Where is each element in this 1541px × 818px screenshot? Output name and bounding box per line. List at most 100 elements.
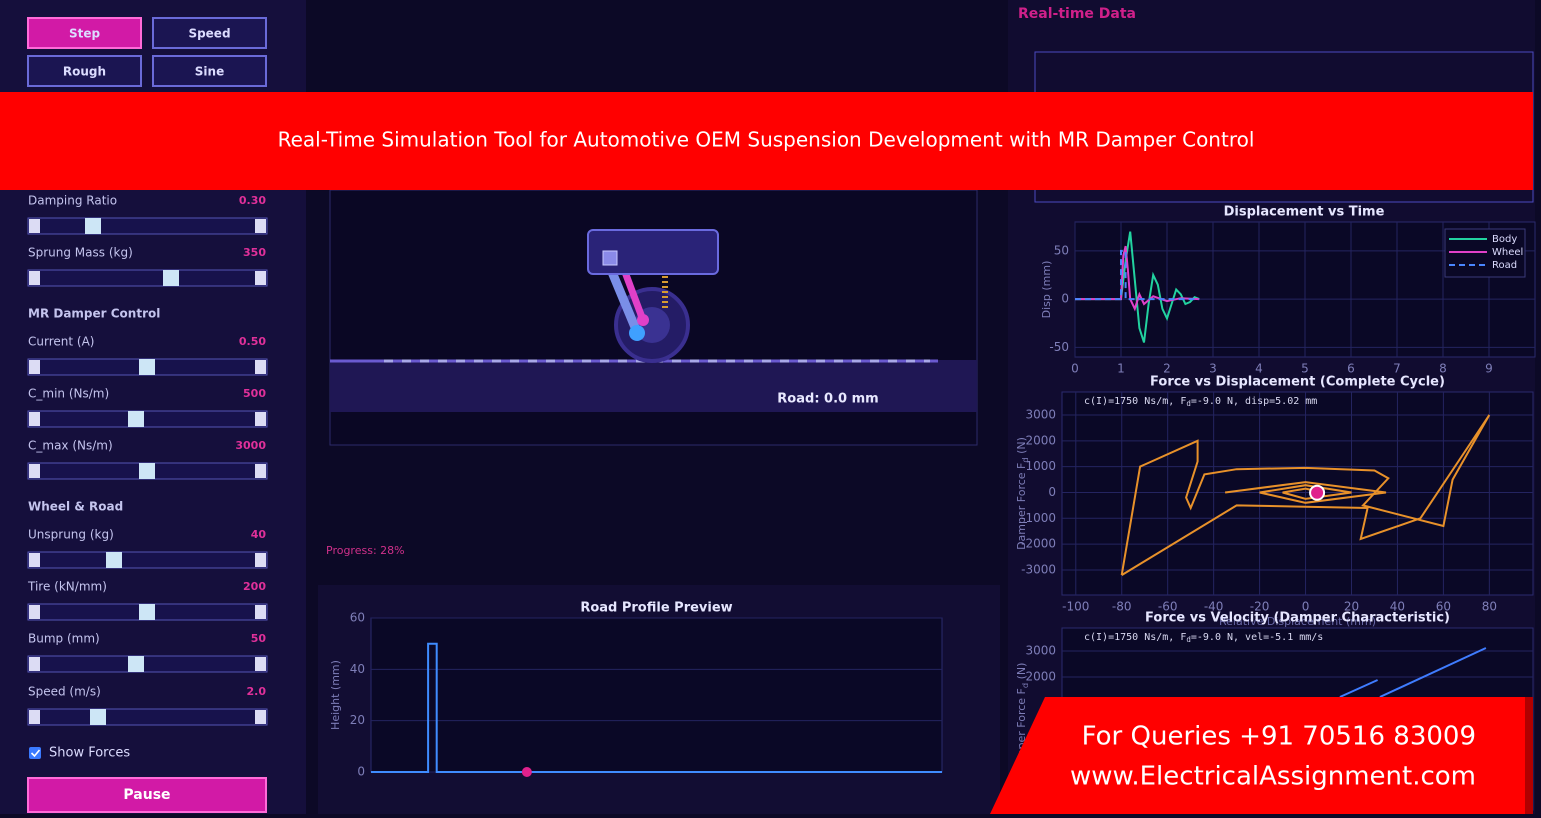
y-axis-label: Damper Force Fd (N) — [1015, 437, 1030, 550]
slider-thumb[interactable] — [85, 218, 101, 234]
slider-arrow[interactable] — [255, 271, 266, 285]
x-tick-label: 0 — [1302, 600, 1310, 614]
slider-thumb[interactable] — [139, 359, 155, 375]
slider-arrow[interactable] — [29, 360, 40, 374]
subscript: d — [1020, 457, 1030, 462]
legend-label: Body — [1492, 234, 1517, 245]
slider-thumb[interactable] — [139, 604, 155, 620]
slider-arrow[interactable] — [29, 271, 40, 285]
mode-button-label: Step — [69, 27, 101, 41]
slider-arrow[interactable] — [255, 710, 266, 724]
slider-track[interactable] — [27, 410, 268, 428]
pause-button[interactable] — [27, 777, 267, 813]
slider-arrow[interactable] — [29, 412, 40, 426]
current-point — [521, 767, 532, 777]
slider-arrow[interactable] — [29, 657, 40, 671]
slider-arrow[interactable] — [255, 605, 266, 619]
slider-label: Tire (kN/mm) — [27, 580, 107, 594]
checkbox[interactable] — [29, 747, 41, 759]
contact-edge — [1525, 697, 1533, 814]
slider-thumb[interactable] — [128, 656, 144, 672]
y-tick-label: 2000 — [1025, 433, 1056, 447]
slider-thumb[interactable] — [128, 411, 144, 427]
slider-track[interactable] — [27, 655, 268, 673]
y-tick-label: 3000 — [1025, 407, 1056, 421]
joint — [629, 325, 645, 341]
slider-arrow[interactable] — [29, 605, 40, 619]
slider-label: Bump (mm) — [28, 632, 100, 646]
mode-button[interactable] — [152, 55, 267, 87]
text-part: =-9.0 N, vel=-5.1 mm/s — [1191, 632, 1323, 643]
current-point — [1309, 484, 1326, 501]
y-axis-label: Disp (mm) — [1040, 261, 1053, 319]
slider-thumb[interactable] — [163, 270, 179, 286]
y-tick-label: 0 — [1061, 292, 1069, 306]
x-tick-label: -80 — [1112, 600, 1132, 614]
slider-track[interactable] — [27, 269, 268, 287]
joint — [637, 314, 649, 326]
slider-value: 3000 — [235, 439, 266, 452]
slider-value: 200 — [243, 580, 266, 593]
text-part: (N) — [1015, 437, 1028, 457]
x-tick-label: 7 — [1393, 362, 1401, 376]
slider-label: Current (A) — [28, 335, 94, 349]
x-tick-label: 9 — [1485, 362, 1493, 376]
slider-arrow[interactable] — [255, 360, 266, 374]
plot-area — [370, 617, 943, 773]
mode-button-label: Rough — [63, 65, 106, 79]
slider-value: 350 — [243, 246, 266, 259]
slider-arrow[interactable] — [255, 657, 266, 671]
y-tick-label: 0 — [357, 765, 365, 779]
text-part: c(I)=1750 Ns/m, F — [1084, 632, 1186, 643]
mode-button[interactable] — [27, 55, 142, 87]
slider-arrow[interactable] — [255, 464, 266, 478]
slider-track[interactable] — [27, 708, 268, 726]
y-tick-label: 40 — [350, 662, 365, 676]
legend-label: Wheel — [1492, 247, 1523, 258]
y-tick-label: 2000 — [1025, 670, 1056, 684]
slider-arrow[interactable] — [29, 710, 40, 724]
y-tick-label: 60 — [350, 611, 365, 625]
slider-arrow[interactable] — [29, 219, 40, 233]
banner-title: Real-Time Simulation Tool for Automotive… — [278, 128, 1255, 152]
chart-title: Road Profile Preview — [580, 601, 732, 616]
slider-thumb[interactable] — [90, 709, 106, 725]
x-tick-label: 5 — [1301, 362, 1309, 376]
chart-title: Force vs Velocity (Damper Characteristic… — [1145, 611, 1450, 626]
slider-track[interactable] — [27, 217, 268, 235]
y-tick-label: 50 — [1054, 243, 1069, 257]
series-line — [371, 642, 942, 773]
slider-thumb[interactable] — [106, 552, 122, 568]
slider-label: Damping Ratio — [28, 194, 117, 208]
x-tick-label: -20 — [1250, 600, 1270, 614]
mode-button[interactable] — [27, 17, 142, 49]
progress: Progress: 28% — [326, 544, 405, 557]
slider-arrow[interactable] — [255, 553, 266, 567]
y-axis-label: Height (mm) — [329, 660, 342, 730]
slider-arrow[interactable] — [29, 464, 40, 478]
slider-thumb[interactable] — [139, 463, 155, 479]
slider-arrow[interactable] — [29, 553, 40, 567]
x-tick-label: -40 — [1204, 600, 1224, 614]
contact-banner — [990, 697, 1533, 814]
slider-arrow[interactable] — [255, 219, 266, 233]
legend-label: Road — [1492, 260, 1517, 271]
slider-value: 0.50 — [239, 335, 266, 348]
x-tick-label: 3 — [1209, 362, 1217, 376]
mode-button[interactable] — [152, 17, 267, 49]
slider-label: C_min (Ns/m) — [28, 387, 109, 401]
pause-label: Pause — [123, 787, 170, 803]
slider-label: Sprung Mass (kg) — [28, 246, 133, 260]
mode-button-label: Sine — [195, 65, 224, 79]
car-body — [587, 229, 719, 275]
x-tick-label: 80 — [1482, 600, 1497, 614]
section-heading: Wheel & Road — [28, 500, 123, 514]
text-part: Damper Force F — [1015, 463, 1028, 550]
slider-label: C_max (Ns/m) — [28, 439, 113, 453]
series-line — [1339, 647, 1487, 698]
slider-arrow[interactable] — [255, 412, 266, 426]
slider-track[interactable] — [27, 551, 268, 569]
mode-button-label: Speed — [188, 27, 230, 41]
slider-label: Speed (m/s) — [28, 685, 101, 699]
slider-value: 500 — [243, 387, 266, 400]
